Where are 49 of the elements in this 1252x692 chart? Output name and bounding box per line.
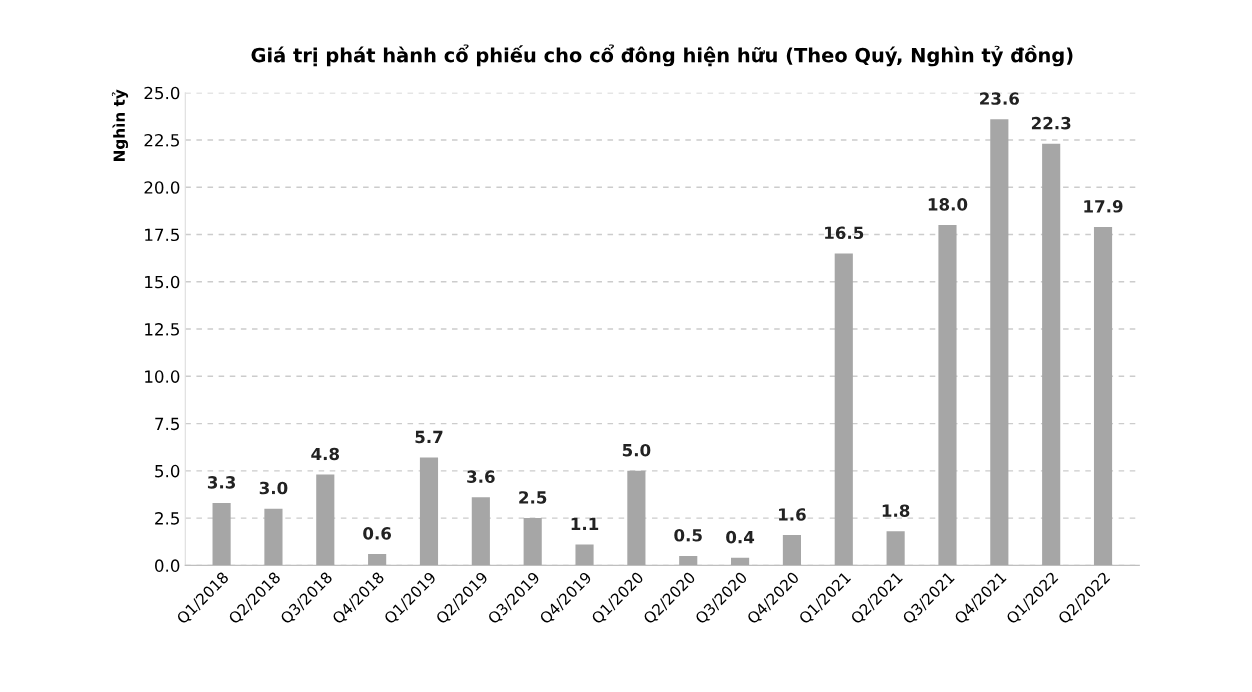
y-tick-label: 12.5 (145, 323, 179, 336)
bar (264, 508, 283, 566)
bar (886, 531, 905, 566)
bar (938, 225, 957, 566)
bar (212, 502, 231, 566)
y-tick-label: 10.0 (145, 370, 180, 383)
data-label: 3.0 (259, 481, 288, 495)
y-tick-label: 0.0 (155, 559, 180, 572)
data-label: 22.3 (1031, 116, 1071, 130)
y-tick-label: 17.5 (145, 228, 179, 242)
data-label: 2.5 (519, 491, 547, 504)
data-label: 0.5 (674, 528, 702, 542)
data-label: 3.3 (207, 476, 236, 489)
data-label: 1.1 (571, 517, 599, 530)
data-label: 5.0 (622, 443, 651, 457)
y-tick-label: 7.5 (155, 417, 179, 431)
bar (368, 554, 387, 566)
data-label: 3.6 (467, 470, 495, 483)
data-label: 23.6 (980, 92, 1019, 105)
bar (627, 470, 646, 566)
data-label: 4.8 (311, 447, 340, 461)
bar (1042, 143, 1061, 566)
y-tick-label: 15.0 (145, 275, 180, 289)
data-label: 0.6 (363, 527, 391, 540)
bar (990, 119, 1009, 566)
bar (1093, 226, 1113, 566)
y-axis-title: Nghìn tỷ (111, 89, 129, 162)
bar (834, 253, 853, 566)
bar (782, 535, 801, 566)
y-tick-label: 25.0 (144, 86, 180, 100)
y-tick-label: 5.0 (155, 464, 180, 478)
bar (316, 474, 335, 566)
bar (419, 457, 439, 566)
y-tick-label: 2.5 (155, 512, 179, 525)
data-label: 5.7 (415, 430, 443, 444)
data-label: 17.9 (1084, 200, 1123, 213)
bar (731, 557, 750, 566)
bar (575, 544, 594, 566)
data-label: 18.0 (928, 198, 968, 211)
bar (471, 497, 490, 566)
y-tick-label: 20.0 (144, 181, 180, 194)
data-label: 1.8 (882, 504, 910, 517)
y-tick-label: 22.5 (144, 133, 179, 147)
bar (523, 518, 542, 566)
data-label: 1.6 (779, 508, 806, 521)
bar (679, 555, 698, 566)
data-label: 16.5 (825, 226, 864, 240)
chart-title: Giá trị phát hành cổ phiếu cho cổ đông hiện hữu (Theo Quý, Nghìn tỷ đồng) (251, 44, 1073, 67)
data-label: 0.4 (726, 530, 755, 544)
